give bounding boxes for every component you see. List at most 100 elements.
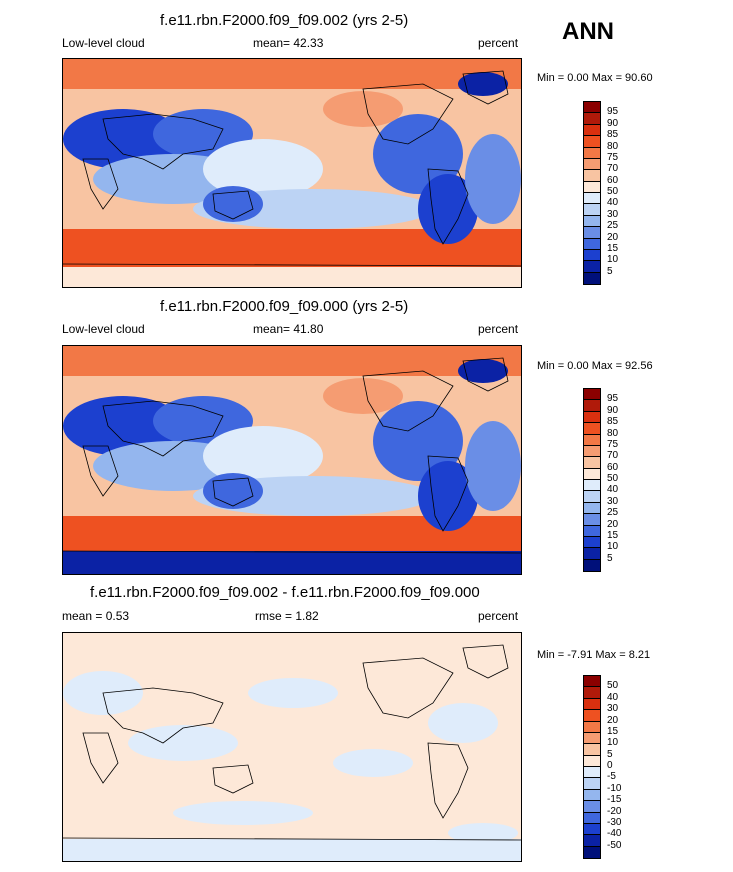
colorbar-swatch (584, 445, 600, 458)
colorbar-tick-label: 70 (607, 450, 619, 462)
colorbar-tick-label: -20 (607, 805, 622, 817)
colorbar-swatch (584, 181, 600, 193)
panel-3-colorbar (583, 675, 601, 859)
panel-2-map (62, 345, 522, 575)
colorbar-swatch (584, 204, 600, 216)
colorbar-tick-label: -10 (607, 782, 622, 794)
panel-3-mean-label: mean = 0.53 (62, 609, 130, 623)
colorbar-swatch (584, 102, 600, 114)
colorbar-tick-label: 10 (607, 541, 619, 553)
colorbar-swatch (584, 525, 600, 537)
panel-2-minmax: Min = 0.00 Max = 92.56 (537, 360, 653, 372)
colorbar-swatch (584, 193, 600, 205)
colorbar-swatch (584, 136, 600, 148)
colorbar-swatch (584, 548, 600, 560)
panel-2-variable-label: Low-level cloud (62, 322, 145, 336)
colorbar-swatch (584, 687, 600, 699)
colorbar-tick-label: 5 (607, 748, 613, 760)
panel-3-difference-field (63, 633, 521, 861)
colorbar-swatch (584, 823, 600, 836)
colorbar-tick-label: -15 (607, 794, 622, 806)
colorbar-tick-label: 85 (607, 416, 619, 428)
season-label: ANN (562, 18, 614, 45)
colorbar-swatch (584, 113, 600, 125)
panel-2-mean-label: mean= 41.80 (253, 322, 324, 336)
panel-1-mean-label: mean= 42.33 (253, 36, 324, 50)
colorbar-tick-label: 80 (607, 427, 619, 439)
colorbar-swatch (584, 400, 600, 412)
colorbar-tick-label: 10 (607, 737, 619, 749)
colorbar-tick-label: 40 (607, 691, 619, 703)
colorbar-tick-label: 30 (607, 495, 619, 507)
panel-2-units-label: percent (478, 322, 519, 336)
panel-1-colorbar (583, 101, 601, 285)
colorbar-tick-label: 95 (607, 393, 619, 405)
panel-3-units-label: percent (478, 609, 519, 623)
colorbar-swatch (584, 744, 600, 756)
colorbar-swatch (584, 389, 600, 401)
colorbar-tick-label: 30 (607, 208, 619, 220)
colorbar-swatch (584, 158, 600, 171)
colorbar-swatch (584, 846, 600, 858)
colorbar-tick-label: 20 (607, 231, 619, 243)
colorbar-tick-label: 40 (607, 197, 619, 209)
panel-2-cloud-field (63, 346, 521, 574)
colorbar-tick-label: 40 (607, 484, 619, 496)
colorbar-swatch (584, 502, 600, 515)
colorbar-swatch (584, 536, 600, 549)
colorbar-tick-label: -30 (607, 816, 622, 828)
colorbar-tick-label: 75 (607, 438, 619, 450)
colorbar-swatch (584, 835, 600, 847)
colorbar-swatch (584, 676, 600, 688)
colorbar-swatch (584, 491, 600, 503)
panel-3-map (62, 632, 522, 862)
colorbar-tick-label: 15 (607, 242, 619, 254)
colorbar-swatch (584, 468, 600, 480)
colorbar-tick-label: -5 (607, 771, 616, 783)
panel-2-colorbar (583, 388, 601, 572)
colorbar-swatch (584, 698, 600, 711)
colorbar-tick-label: 80 (607, 140, 619, 152)
colorbar-swatch (584, 732, 600, 745)
colorbar-swatch (584, 812, 600, 824)
colorbar-tick-label: 50 (607, 186, 619, 197)
colorbar-swatch (584, 514, 600, 526)
colorbar-tick-label: 5 (607, 552, 613, 564)
colorbar-swatch (584, 261, 600, 273)
colorbar-tick-label: 15 (607, 725, 619, 737)
colorbar-tick-label: 60 (607, 174, 619, 186)
panel-1-units-label: percent (478, 36, 519, 50)
panel-1-minmax: Min = 0.00 Max = 90.60 (537, 72, 653, 84)
colorbar-tick-label: 85 (607, 129, 619, 141)
colorbar-tick-label: 20 (607, 518, 619, 530)
colorbar-swatch (584, 423, 600, 435)
colorbar-swatch (584, 767, 600, 779)
colorbar-tick-label: 25 (607, 220, 619, 232)
colorbar-tick-label: 75 (607, 151, 619, 163)
colorbar-swatch (584, 801, 600, 813)
colorbar-tick-label: 5 (607, 265, 613, 277)
panel-1-title: f.e11.rbn.F2000.f09_f09.002 (yrs 2-5) (160, 12, 409, 29)
panel-3-minmax: Min = -7.91 Max = 8.21 (537, 649, 651, 661)
colorbar-tick-label: 50 (607, 680, 619, 692)
colorbar-tick-label: 90 (607, 117, 619, 129)
colorbar-swatch (584, 434, 600, 446)
colorbar-swatch (584, 124, 600, 137)
colorbar-swatch (584, 457, 600, 469)
panel-3-rmse-label: rmse = 1.82 (255, 609, 319, 623)
colorbar-tick-label: 0 (607, 760, 613, 771)
colorbar-swatch (584, 147, 600, 159)
colorbar-swatch (584, 559, 600, 571)
colorbar-tick-label: 95 (607, 106, 619, 118)
colorbar-swatch (584, 755, 600, 767)
colorbar-tick-label: 20 (607, 714, 619, 726)
colorbar-tick-label: 25 (607, 507, 619, 519)
panel-1-cloud-field (63, 59, 521, 287)
colorbar-tick-label: 60 (607, 461, 619, 473)
colorbar-tick-label: -50 (607, 839, 622, 851)
colorbar-swatch (584, 778, 600, 790)
colorbar-swatch (584, 710, 600, 722)
colorbar-swatch (584, 238, 600, 250)
colorbar-swatch (584, 721, 600, 733)
colorbar-tick-label: -40 (607, 828, 622, 840)
